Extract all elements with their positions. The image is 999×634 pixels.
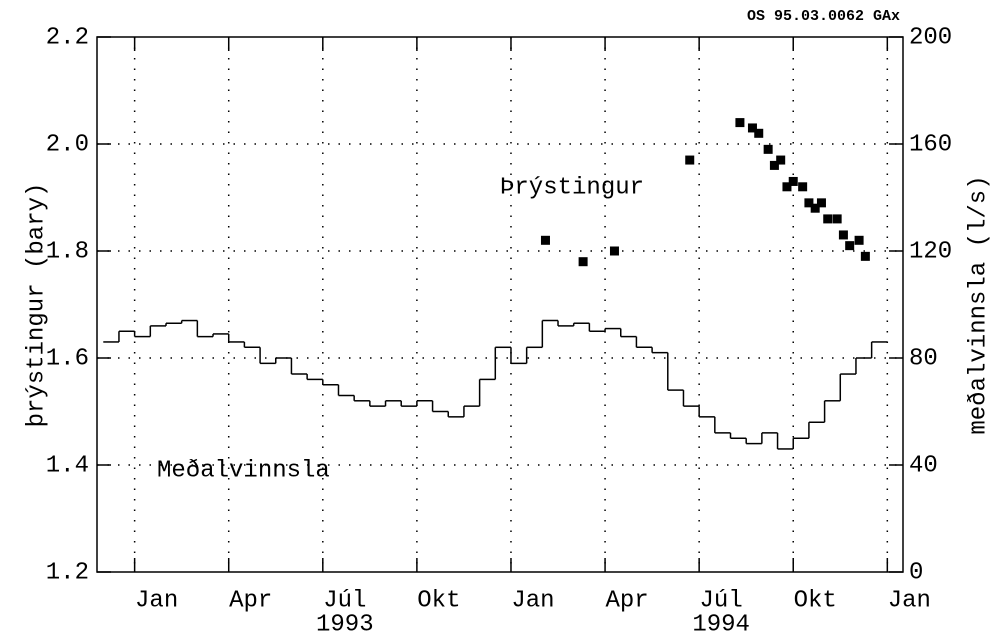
x-tick-label: Apr [229,587,272,614]
x-tick-label: Júl [700,587,743,614]
point [798,182,808,192]
point [747,123,757,133]
point [845,241,855,251]
y-tick-label: 2.0 [46,131,89,158]
point [540,235,550,245]
point [735,118,745,128]
point [578,257,588,267]
point [763,144,773,154]
series-label: Meðalvinnsla [157,457,330,484]
plot-frame [96,36,904,573]
point [810,203,820,213]
y-tick-label: 1.2 [46,559,89,586]
point [788,176,798,186]
y-tick-label: 1.8 [46,238,89,265]
y2-tick-label: 200 [909,24,952,51]
point [776,155,786,165]
x-tick-label: Júl [323,587,366,614]
point [804,198,814,208]
y-tick-label: 1.6 [46,345,89,372]
point [854,235,864,245]
y2-tick-label: 40 [909,452,938,479]
point [609,246,619,256]
point [685,155,695,165]
point [769,160,779,170]
x-tick-label: Jan [888,587,931,614]
x-tick-label: Apr [605,587,648,614]
point [860,251,870,261]
y2-tick-label: 160 [909,131,952,158]
point [816,198,826,208]
point [782,182,792,192]
point [832,214,842,224]
point [838,230,848,240]
point [754,128,764,138]
year-label: 1994 [692,611,750,634]
y-tick-label: 2.2 [46,24,89,51]
y2-tick-label: 80 [909,345,938,372]
year-label: 1993 [316,611,374,634]
x-tick-label: Jan [135,587,178,614]
annotation: OS 95.03.0062 GAx [747,8,900,25]
y-tick-label: 1.4 [46,452,89,479]
y2-tick-label: 120 [909,238,952,265]
x-tick-label: Okt [794,587,837,614]
series-label: Þrýstingur [500,174,644,201]
x-tick-label: Jan [511,587,554,614]
point [823,214,833,224]
x-tick-label: Okt [417,587,460,614]
y2-axis-label: meðalvinnsla (l/s) [965,175,992,434]
y-axis-label: þrýstingur (bary) [23,183,50,428]
y2-tick-label: 0 [909,559,923,586]
